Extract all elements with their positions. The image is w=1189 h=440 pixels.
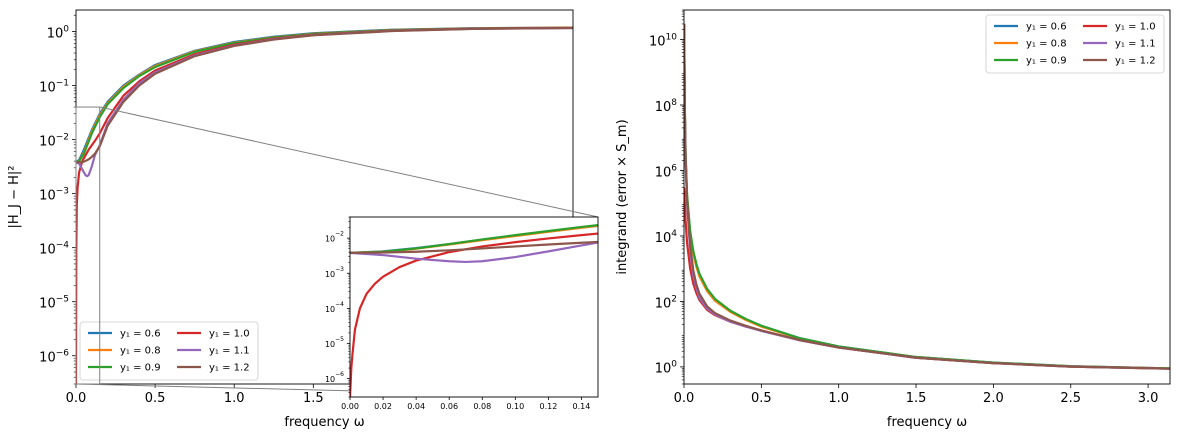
legend-label: y₁ = 1.0	[209, 329, 250, 340]
y-axis-label: |H_J − H|²	[7, 165, 22, 228]
x-tick-label: 3.0	[1138, 391, 1159, 406]
x-tick-label: 0.06	[440, 402, 458, 411]
y-tick-label: 10−6	[325, 371, 344, 384]
x-tick-label: 0.0	[66, 391, 87, 406]
y-tick-label: 102	[655, 294, 677, 311]
y-axis-label: integrand (error × S_m)	[615, 119, 630, 274]
x-tick-label: 1.0	[828, 391, 849, 406]
y-tick-label: 10−5	[325, 336, 344, 349]
legend: y₁ = 0.6 y₁ = 0.8 y₁ = 0.9 y₁ = 1.0 y₁ = 1.1…	[79, 321, 259, 381]
x-tick-label: 0.02	[374, 402, 392, 411]
x-tick-label: 0.5	[145, 391, 166, 406]
y-tick-label: 10−4	[325, 301, 344, 314]
y-tick-label: 100	[47, 24, 70, 41]
legend-frame	[985, 14, 1165, 74]
legend-label: y₁ = 0.9	[1026, 56, 1067, 67]
y-tick-label: 106	[655, 163, 678, 180]
legend-label: y₁ = 0.6	[120, 329, 161, 340]
x-tick-label: 2.0	[983, 391, 1004, 406]
y-tick-label: 10−6	[39, 349, 69, 366]
x-tick-label: 2.5	[1060, 391, 1081, 406]
x-tick-label: 0.04	[407, 402, 425, 411]
series-line-y1_1-2	[684, 23, 1170, 370]
right-chart: 0.0 0.5 1.0 1.5 2.0 2.5 3.0 100 102 104 106 108 1010…	[615, 9, 1171, 430]
axes-frame	[349, 216, 599, 398]
legend-label: y₁ = 1.0	[1115, 22, 1156, 33]
x-tick-label: 0.0	[674, 391, 695, 406]
x-tick-label: 0.08	[473, 402, 491, 411]
y-tick-label: 10−1	[39, 78, 69, 95]
legend-label: y₁ = 1.1	[209, 346, 250, 357]
series-line-y1_1-2	[350, 240, 598, 254]
legend-label: y₁ = 0.8	[1026, 39, 1067, 50]
x-tick-label: 1.5	[303, 391, 324, 406]
x-tick-label: 0.00	[341, 402, 359, 411]
zoom-connector-upper	[99, 106, 599, 218]
y-tick-label: 1010	[649, 32, 677, 49]
series-line-y1_1-1	[350, 241, 598, 264]
x-axis-label: frequency ω	[284, 415, 364, 430]
y-tick-label: 104	[655, 229, 678, 246]
series-line-y1_1-0	[350, 232, 598, 397]
legend-label: y₁ = 0.9	[120, 363, 161, 374]
series-line-y1_0-9	[350, 224, 598, 254]
x-tick-label: 0.5	[751, 391, 772, 406]
y-tick-label: 10−4	[39, 241, 69, 258]
series-line-y1_1-2	[76, 26, 573, 164]
x-tick-label: 0.10	[506, 402, 524, 411]
y-tick-label: 108	[655, 98, 678, 115]
axes-frame	[683, 9, 1171, 385]
y-tick-label: 10−3	[39, 186, 69, 203]
legend-label: y₁ = 0.8	[120, 346, 161, 357]
y-tick-label: 10−3	[325, 266, 344, 279]
y-tick-label: 10−5	[39, 295, 69, 312]
x-tick-label: 0.14	[573, 402, 591, 411]
legend-label: y₁ = 1.1	[1115, 39, 1156, 50]
x-tick-label: 1.5	[906, 391, 927, 406]
left-chart: 0.0 0.5 1.0 1.510−610−510−410−310−210−1100f…	[7, 9, 574, 430]
legend-label: y₁ = 1.2	[209, 363, 250, 374]
legend-frame	[79, 321, 259, 381]
y-tick-label: 10−2	[39, 132, 69, 149]
legend-label: y₁ = 1.2	[1115, 56, 1156, 67]
inset-chart: 0.00 0.02 0.04 0.06 0.08 0.10 0.12 0.14 10−6 10−5…	[325, 216, 599, 411]
y-tick-label: 100	[655, 360, 678, 377]
x-tick-label: 0.12	[539, 402, 557, 411]
legend-label: y₁ = 0.6	[1026, 22, 1067, 33]
legend: y₁ = 0.6 y₁ = 0.8 y₁ = 0.9 y₁ = 1.0 y₁ = 1.1…	[985, 14, 1165, 74]
x-tick-label: 1.0	[224, 391, 245, 406]
y-tick-label: 10−2	[325, 231, 344, 244]
x-axis-label: frequency ω	[887, 415, 967, 430]
